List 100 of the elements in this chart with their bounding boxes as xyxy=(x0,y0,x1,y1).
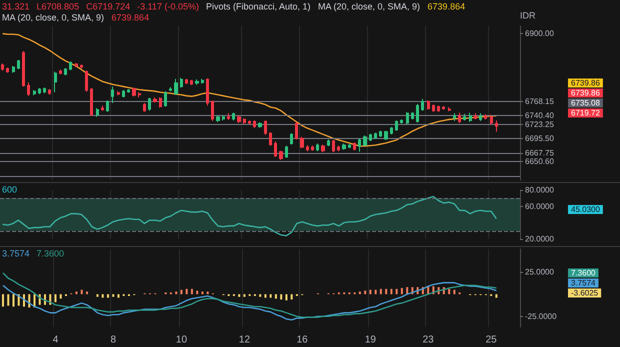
bar xyxy=(180,290,182,294)
candlestick xyxy=(59,69,62,75)
text: 6739.864 xyxy=(112,12,150,22)
candlestick xyxy=(1,62,4,72)
candlestick xyxy=(117,90,120,96)
bar xyxy=(270,294,272,298)
candlestick xyxy=(85,70,88,92)
candlestick xyxy=(64,68,67,76)
candlestick xyxy=(164,90,167,108)
line-series xyxy=(2,33,498,147)
candlestick xyxy=(159,96,162,108)
candlestick xyxy=(12,66,15,74)
candlestick xyxy=(43,87,46,94)
candlestick xyxy=(227,112,230,120)
candlestick xyxy=(479,112,482,122)
bar xyxy=(75,292,78,294)
bar xyxy=(259,294,262,297)
y-tick-label: 80.0000 xyxy=(525,186,554,194)
y-axis-title: IDR xyxy=(520,10,536,20)
text: L6708.805 xyxy=(36,2,80,12)
text: -3.6025 xyxy=(571,288,599,298)
x-tick-label: 12 xyxy=(238,334,250,346)
bar xyxy=(80,290,83,294)
candlestick xyxy=(153,96,157,103)
text: 31.321 xyxy=(2,2,30,12)
bar xyxy=(243,294,246,297)
candlestick xyxy=(80,64,83,70)
candlestick xyxy=(143,102,146,112)
bar xyxy=(106,294,109,298)
y-tick-label: 6650.60 xyxy=(525,157,554,166)
text: Pivots (Fibonacci, Auto, 1) xyxy=(206,2,311,12)
bar xyxy=(186,288,188,294)
bar xyxy=(190,288,193,294)
candlestick xyxy=(127,88,130,94)
candlestick xyxy=(174,78,178,96)
y-tick-label: 6740.40 xyxy=(525,111,554,120)
candlestick xyxy=(342,143,346,150)
candlestick xyxy=(400,118,403,124)
bar xyxy=(60,294,62,299)
bar xyxy=(196,290,198,294)
candlestick xyxy=(232,112,235,121)
line-series xyxy=(2,196,498,236)
candlestick xyxy=(17,59,20,70)
candlestick xyxy=(27,82,30,96)
annotation: 7.3600 xyxy=(36,248,64,258)
x-tick-label: 16 xyxy=(296,334,308,346)
bar xyxy=(380,288,382,294)
candlestick xyxy=(353,142,356,151)
candlestick xyxy=(363,134,367,147)
candlestick xyxy=(148,97,151,112)
candlestick xyxy=(274,141,277,158)
candlestick xyxy=(269,132,272,146)
candlestick xyxy=(295,121,298,140)
candlestick xyxy=(22,50,25,88)
bar xyxy=(112,294,114,297)
x-tick-label: 19 xyxy=(364,334,376,346)
annotation: 600 xyxy=(2,184,18,194)
candlestick xyxy=(201,78,204,84)
bar xyxy=(12,294,14,307)
bar xyxy=(364,290,366,294)
candlestick xyxy=(395,120,398,132)
candlestick xyxy=(106,100,109,112)
bar xyxy=(385,288,388,294)
candlestick xyxy=(132,87,136,97)
bar xyxy=(274,294,277,299)
candlestick xyxy=(432,104,435,112)
candlestick xyxy=(206,78,209,106)
text: 3.7574 xyxy=(571,278,596,288)
candlestick xyxy=(258,122,262,128)
candlestick xyxy=(311,145,314,152)
y-tick-label: -25.0000 xyxy=(525,312,558,321)
y-tick-label: 25.0000 xyxy=(525,268,554,277)
candlestick xyxy=(190,79,193,86)
bar xyxy=(390,288,392,294)
bar xyxy=(238,294,240,297)
candlestick xyxy=(138,92,141,98)
candlestick xyxy=(406,112,409,125)
candlestick xyxy=(421,98,424,112)
candlestick xyxy=(321,144,325,153)
bar xyxy=(201,292,204,294)
y-tick-label: 60.0000 xyxy=(525,202,554,211)
bar xyxy=(453,290,456,294)
x-tick-label: 10 xyxy=(176,334,188,346)
line-series xyxy=(2,272,498,318)
text: 45.0300 xyxy=(571,205,600,214)
candlestick xyxy=(243,118,246,125)
text: 6739.864 xyxy=(428,2,466,12)
bar xyxy=(369,290,372,294)
bar xyxy=(280,294,282,300)
candlestick xyxy=(6,67,9,74)
bar xyxy=(396,288,398,294)
candlestick xyxy=(327,138,330,147)
candlestick xyxy=(169,86,172,92)
candlestick xyxy=(285,145,288,158)
candlestick xyxy=(211,100,214,122)
bar xyxy=(264,294,266,298)
candlestick xyxy=(474,112,477,120)
candlestick xyxy=(427,100,430,110)
text: 6719.72 xyxy=(571,108,600,118)
candlestick xyxy=(264,120,267,136)
